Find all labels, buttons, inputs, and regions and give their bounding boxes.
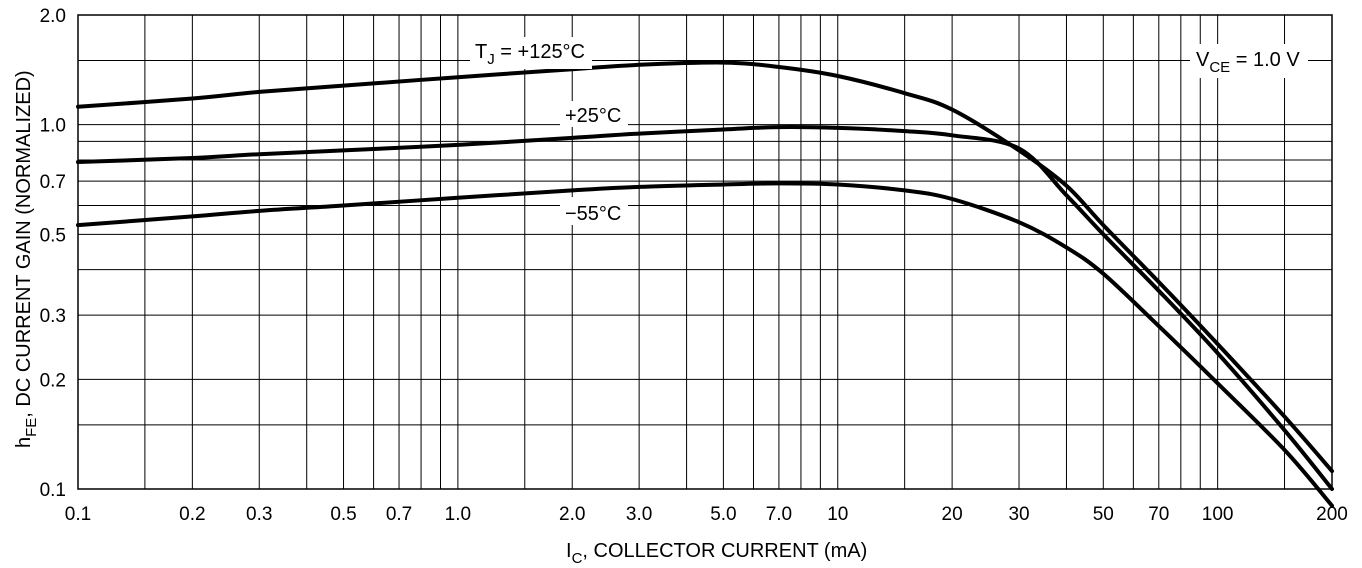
x-tick-label: 0.3 — [246, 504, 272, 525]
y-tick-label: 0.2 — [40, 370, 66, 391]
x-tick-label: 0.2 — [179, 504, 205, 525]
series-line-125c — [76, 60, 1334, 474]
label-25-bg — [560, 101, 628, 127]
x-tick-label: 20 — [942, 504, 963, 525]
x-tick-label: 0.7 — [386, 504, 412, 525]
x-tick-label: 50 — [1093, 504, 1114, 525]
label-m55-bg — [560, 197, 628, 225]
x-tick-label: 3.0 — [626, 504, 652, 525]
y-tick-label: 0.3 — [40, 306, 66, 327]
x-axis-title: IC, COLLECTOR CURRENT (mA) — [566, 540, 867, 567]
x-tick-label: 30 — [1008, 504, 1029, 525]
x-tick-labels: 0.1 0.2 0.3 0.5 0.7 1.0 2.0 3.0 5.0 7.0 10 20 30 50 70… — [65, 504, 1348, 525]
series-line-25c — [76, 125, 1334, 491]
series-curves — [76, 60, 1334, 508]
label-series-25: +25°C — [565, 105, 621, 127]
x-tick-label: 2.0 — [559, 504, 585, 525]
y-tick-label: 0.7 — [40, 172, 66, 193]
label-vce-bg — [1190, 44, 1308, 78]
y-axis-title: hFE, DC CURRENT GAIN (NORMALIZED) — [13, 70, 40, 448]
grid — [77, 14, 1333, 490]
x-tick-label: 200 — [1316, 504, 1348, 525]
label-series-125: TJ = +125°C — [475, 41, 585, 68]
label-125-bg — [470, 37, 592, 69]
x-tick-label: 7.0 — [766, 504, 792, 525]
y-tick-label: 0.1 — [40, 480, 66, 501]
label-vce: VCE = 1.0 V — [1196, 49, 1300, 76]
y-tick-labels: 0.1 0.2 0.3 0.5 0.7 1.0 2.0 — [40, 6, 66, 501]
plot-frame — [77, 14, 1333, 490]
y-tick-label: 2.0 — [40, 6, 66, 27]
label-series-m55: −55°C — [565, 203, 621, 225]
y-tick-label: 1.0 — [40, 116, 66, 137]
x-tick-label: 100 — [1202, 504, 1234, 525]
x-tick-label: 70 — [1148, 504, 1169, 525]
x-tick-label: 1.0 — [445, 504, 471, 525]
series-line-minus55c — [76, 181, 1334, 508]
x-tick-label: 10 — [827, 504, 848, 525]
x-tick-label: 0.1 — [65, 504, 91, 525]
x-tick-label: 5.0 — [710, 504, 736, 525]
y-tick-label: 0.5 — [40, 225, 66, 246]
x-tick-label: 0.5 — [330, 504, 356, 525]
